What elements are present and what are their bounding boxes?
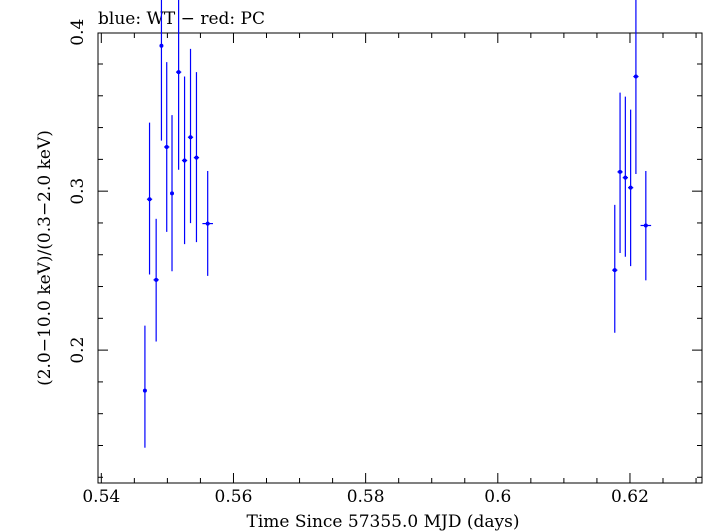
point-marker (188, 135, 193, 140)
chart-title: blue: WT − red: PC (98, 9, 265, 29)
data-point (640, 170, 652, 281)
data-point (627, 109, 634, 267)
point-marker (205, 221, 210, 226)
data-point (153, 218, 159, 342)
data-point (159, 0, 164, 141)
plot-frame (97, 32, 703, 484)
y-tick-label: 0.3 (68, 178, 88, 205)
data-point (175, 0, 182, 170)
data-point (622, 96, 628, 257)
data-point (617, 92, 623, 253)
data-point (170, 115, 175, 272)
data-points (142, 0, 652, 448)
data-point (142, 325, 147, 448)
y-tick-label: 0.4 (68, 19, 88, 46)
data-point (187, 48, 194, 224)
x-tick-label: 0.56 (215, 487, 253, 507)
x-tick-label: 0.62 (611, 487, 649, 507)
x-axis-label: Time Since 57355.0 MJD (days) (247, 512, 520, 532)
data-point (612, 204, 618, 333)
axis-ticks: 0.54 0.56 0.58 0.6 0.62 0.2 0.3 0.4 (68, 19, 702, 507)
x-tick-label: 0.6 (484, 487, 511, 507)
x-tick-label: 0.58 (347, 487, 385, 507)
point-marker (618, 169, 623, 174)
point-marker (643, 223, 648, 228)
point-marker (159, 43, 164, 48)
data-point (202, 170, 213, 276)
point-marker (623, 175, 628, 180)
data-point (181, 76, 188, 245)
point-marker (170, 191, 175, 196)
data-point (164, 62, 170, 232)
point-marker (194, 155, 199, 160)
point-marker (628, 185, 633, 190)
data-point (193, 72, 200, 243)
x-tick-label: 0.54 (82, 487, 120, 507)
point-marker (176, 70, 181, 75)
data-point (633, 0, 639, 174)
y-tick-label: 0.2 (68, 337, 88, 364)
point-marker (182, 158, 187, 163)
point-marker (142, 388, 147, 393)
y-axis-label: (2.0−10.0 keV)/(0.3−2.0 keV) (35, 130, 55, 386)
point-marker (633, 74, 638, 79)
data-point (146, 122, 153, 275)
point-marker (164, 144, 169, 149)
point-marker (612, 268, 617, 273)
point-marker (154, 277, 159, 282)
point-marker (147, 197, 152, 202)
